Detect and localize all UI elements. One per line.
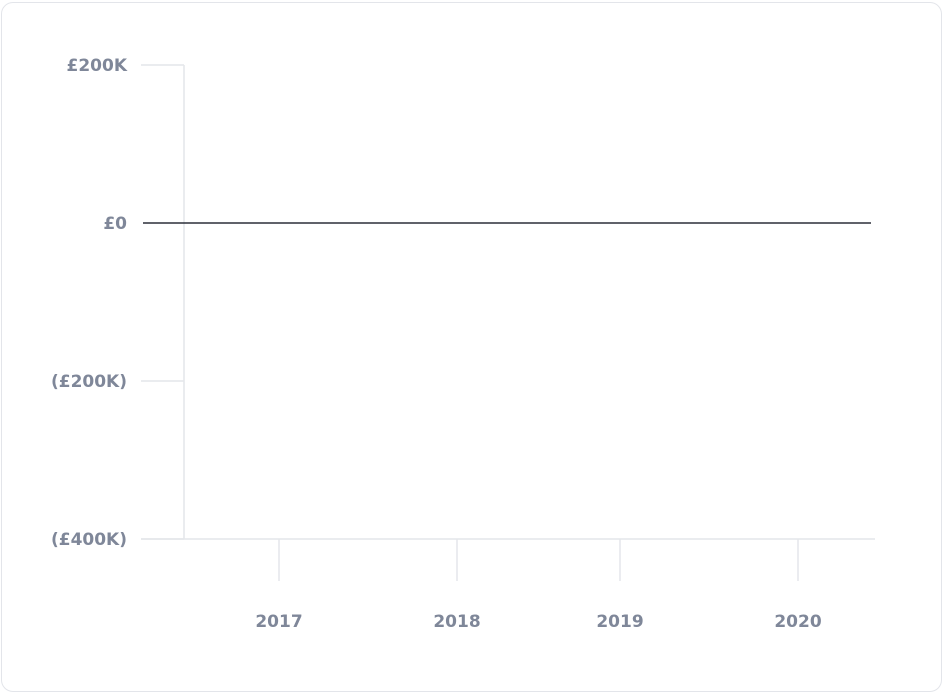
y-tick-label: £200K <box>67 56 128 76</box>
x-tick-label: 2020 <box>774 612 821 632</box>
y-tick-label: £0 <box>103 214 127 234</box>
y-tick-label: (£200K) <box>51 372 127 392</box>
y-tick-label: (£400K) <box>51 530 127 550</box>
x-tick-label: 2018 <box>433 612 480 632</box>
x-tick-label: 2017 <box>255 612 302 632</box>
x-tick-label: 2019 <box>596 612 643 632</box>
